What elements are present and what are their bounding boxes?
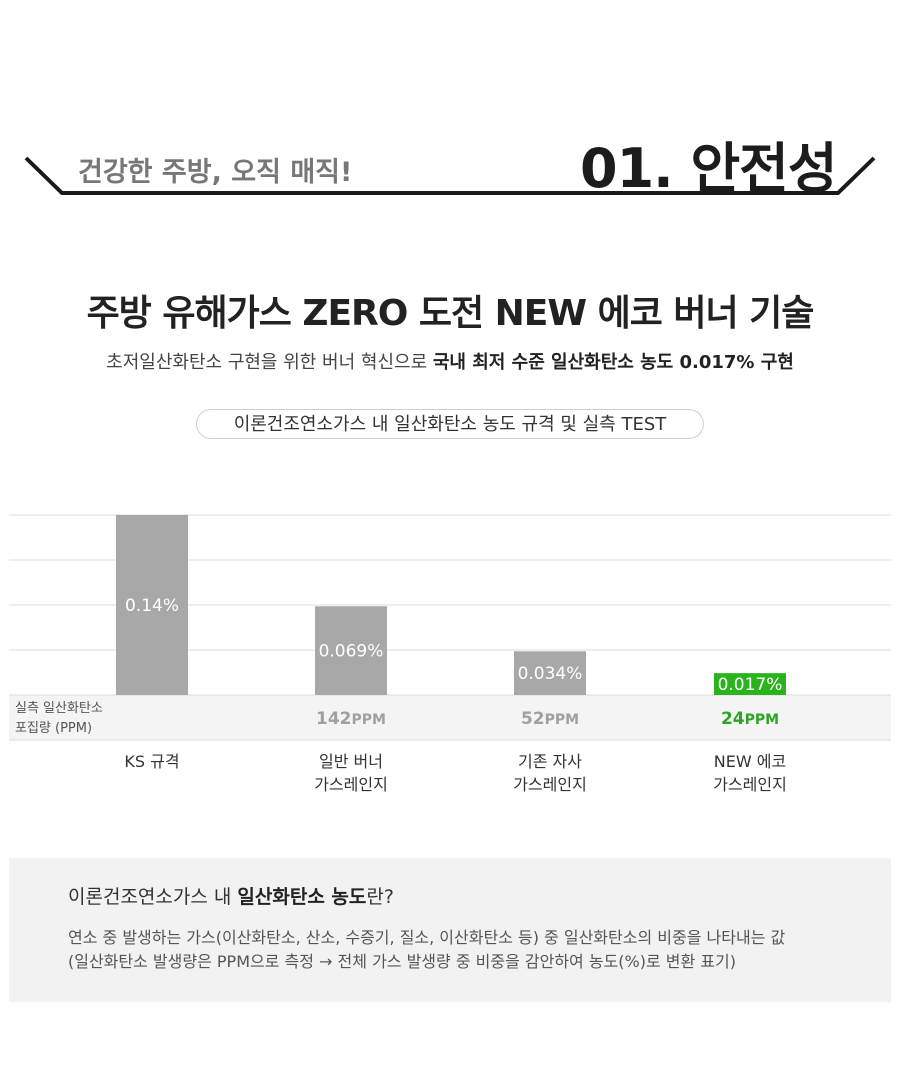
x-category-label: 기존 자사 가스레인지 <box>513 752 587 794</box>
section-number-title: 01. 안전성 <box>580 137 837 200</box>
subtitle-highlight: 국내 최저 수준 일산화탄소 농도 0.017% 구현 <box>432 352 794 373</box>
bar-value-label: 0.069% <box>319 642 384 662</box>
subtitle: 초저일산화탄소 구현을 위한 버너 혁신으로 국내 최저 수준 일산화탄소 농도… <box>0 348 900 374</box>
info-title-tail: 란? <box>366 886 394 908</box>
info-box <box>9 858 891 1002</box>
ppm-row-label: 실측 일산화탄소 포집량 (PPM) <box>15 701 103 736</box>
ppm-value: 52PPM <box>521 709 579 729</box>
bar-value-label: 0.14% <box>125 596 179 616</box>
header-banner <box>24 156 876 195</box>
info-line-2: (일산화탄소 발생량은 PPM으로 측정 → 전체 가스 발생량 중 비중을 감… <box>68 952 736 971</box>
subtitle-plain: 초저일산화탄소 구현을 위한 버너 혁신으로 <box>106 352 433 373</box>
bar <box>714 673 786 695</box>
x-category-label: NEW 에코 가스레인지 <box>713 752 787 794</box>
bar <box>514 651 586 695</box>
main-title: 주방 유해가스 ZERO 도전 NEW 에코 버너 기술 <box>86 293 815 334</box>
info-line-1: 연소 중 발생하는 가스(이산화탄소, 산소, 수증기, 질소, 이산화탄소 등… <box>68 928 786 947</box>
bar <box>315 606 387 695</box>
bar-value-label: 0.017% <box>718 675 783 695</box>
bar-value-label: 0.034% <box>518 664 583 684</box>
ppm-row-bg <box>9 695 891 740</box>
ppm-value: 24PPM <box>721 709 779 729</box>
x-category-label: KS 규격 <box>124 752 180 771</box>
info-title-plain: 이론건조연소가스 내 <box>68 886 238 908</box>
ppm-value: 142PPM <box>316 709 386 729</box>
info-title-bold: 일산화탄소 농도 <box>237 886 367 908</box>
tagline: 건강한 주방, 오직 매직! <box>78 157 353 188</box>
banner-line <box>24 156 876 195</box>
bar <box>116 515 188 695</box>
info-title: 이론건조연소가스 내 일산화탄소 농도란? <box>68 882 394 909</box>
x-category-label: 일반 버너 가스레인지 <box>314 752 388 794</box>
co-concentration-chart: 0.14% 0.069% 142PPM 0.034% 52PPM 0.017% 24PPM <box>9 514 891 741</box>
test-pill-label: 이론건조연소가스 내 일산화탄소 농도 규격 및 실측 TEST <box>196 409 704 439</box>
